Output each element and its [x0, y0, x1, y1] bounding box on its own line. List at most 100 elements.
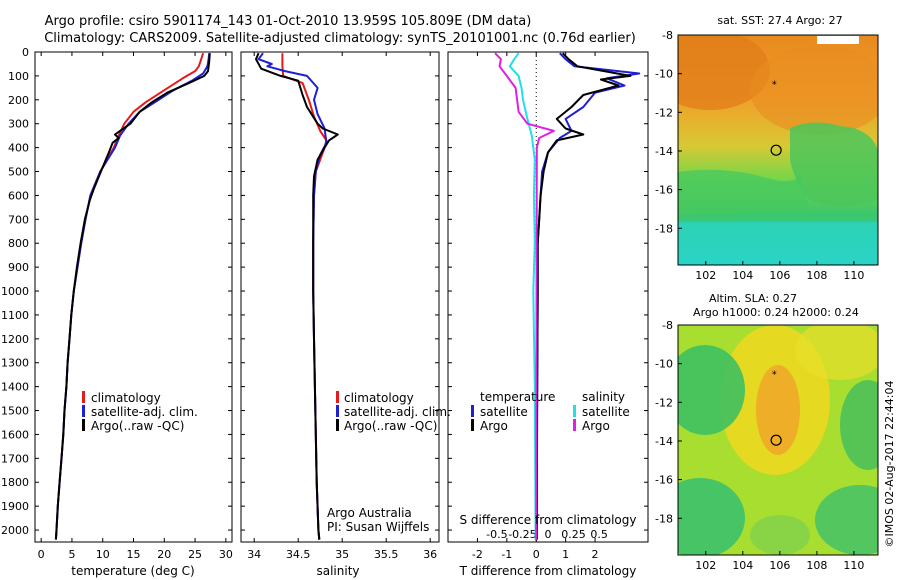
land-mask: [817, 36, 859, 44]
x-tick-label: 25: [188, 548, 202, 561]
salinity-legend: climatology satellite-adj. clim. Argo(..…: [336, 391, 451, 433]
depth-tick-label: 1500: [1, 405, 29, 418]
salinity-panel: 34 34.5 35 35.5 36 climatology satellite-adj…: [240, 51, 451, 578]
difference-axis-ticks: -2 -1 0 1 2-0.5 -0.25 0 0.25 0.5: [472, 52, 608, 561]
salinity-axis-label: salinity: [316, 564, 359, 578]
legend-label-sal-satellite: satellite: [582, 405, 630, 419]
legend-label-climatology: climatology: [91, 391, 161, 405]
x-tick-label: 2: [592, 548, 599, 561]
difference-legend: temperature salinity satellite Argo sate…: [471, 390, 630, 433]
legend-swatch-sal-argo: [573, 419, 576, 431]
legend-label-sal-argo: Argo: [582, 419, 610, 433]
legend-swatch-satellite: [82, 405, 85, 417]
lon-tick-label: 108: [806, 559, 827, 572]
s-tick-label: 0.5: [590, 528, 608, 541]
s-tick-label: 0: [545, 528, 552, 541]
x-tick-label: 0: [38, 548, 45, 561]
series-line-satellite: [535, 52, 641, 540]
depth-tick-label: 1700: [1, 452, 29, 465]
depth-tick-label: 500: [8, 166, 29, 179]
depth-axis-ticks: 0 100 200 300 400 500 600 700 800 900 1000 1100 1200…: [1, 46, 232, 537]
legend-swatch-argo: [336, 419, 339, 431]
sst-map-title: sat. SST: 27.4 Argo: 27: [717, 14, 842, 27]
x-tick-label: 0: [533, 548, 540, 561]
x-tick-label: 20: [157, 548, 171, 561]
legend-label-climatology: climatology: [344, 391, 414, 405]
depth-tick-label: 600: [8, 189, 29, 202]
lat-tick-label: -18: [655, 222, 673, 235]
argo-float-location-marker: [770, 144, 782, 156]
lat-tick-label: -12: [655, 106, 673, 119]
s-tick-label: -0.25: [508, 528, 536, 541]
lat-tick-label: -18: [655, 512, 673, 525]
series-line-argo: [255, 52, 339, 540]
temperature-legend: climatology satellite-adj. clim. Argo(..…: [82, 391, 198, 433]
difference-profile-lines: [494, 52, 641, 540]
series-line-salinity_sat: [508, 52, 537, 540]
s-tick-label: 0.25: [561, 528, 586, 541]
lon-tick-label: 106: [769, 269, 790, 282]
island-marker: *: [772, 79, 777, 90]
legend-label-argo: Argo(..raw -QC): [91, 419, 184, 433]
legend-label-satellite: satellite-adj. clim.: [344, 405, 451, 419]
temperature-plot-frame: [34, 51, 233, 543]
legend-swatch-satellite: [336, 405, 339, 417]
temperature-profile-lines: [54, 52, 211, 540]
legend-swatch-argo: [82, 419, 85, 431]
sla-map-subtitle: Argo h1000: 0.24 h2000: 0.24: [693, 306, 859, 319]
depth-tick-label: 800: [8, 237, 29, 250]
x-tick-label: 5: [68, 548, 75, 561]
lat-tick-label: -12: [655, 396, 673, 409]
temperature-axis-ticks: 0 5 10 15 20 25 30: [38, 52, 233, 561]
lat-tick-label: -8: [662, 319, 673, 332]
x-tick-label: -2: [472, 548, 483, 561]
x-tick-label: 15: [127, 548, 141, 561]
temperature-panel: 0100200300400500600700800900100011001200…: [1, 46, 233, 578]
lat-tick-label: -14: [655, 435, 673, 448]
x-tick-label: 35.5: [374, 548, 399, 561]
depth-tick-label: 1800: [1, 476, 29, 489]
legend-label-satellite: satellite-adj. clim.: [91, 405, 198, 419]
lon-tick-label: 104: [732, 559, 753, 572]
legend-swatch-temp-satellite: [471, 405, 474, 417]
sla-map-frame: [677, 324, 879, 556]
figure-title-line-2: Climatology: CARS2009. Satellite-adjuste…: [44, 31, 636, 46]
depth-tick-label: 1900: [1, 500, 29, 513]
legend-swatch-climatology: [336, 391, 339, 403]
depth-tick-label: 1600: [1, 428, 29, 441]
legend-swatch-climatology: [82, 391, 85, 403]
temperature-difference-axis-label: T difference from climatology: [459, 564, 637, 578]
depth-tick-label: 200: [8, 94, 29, 107]
depth-tick-label: 100: [8, 70, 29, 83]
sst-heatmap: [678, 35, 878, 265]
depth-tick-label: 900: [8, 261, 29, 274]
depth-tick-label: 1400: [1, 381, 29, 394]
lat-tick-label: -14: [655, 145, 673, 158]
series-line-satellite: [54, 53, 211, 540]
sla-heatmap: [678, 325, 878, 555]
salinity-annotation-line-1: Argo Australia: [327, 506, 412, 520]
sst-map-ticks: 102 104 106 108 110 -8 -10 -12 -14 -16 -18: [655, 29, 864, 282]
difference-depth-ticks: [448, 51, 648, 531]
salinity-depth-ticks: [241, 51, 439, 531]
figure-title-line-1: Argo profile: csiro 5901174_143 01-Oct-2…: [45, 14, 532, 29]
lon-tick-label: 102: [695, 269, 716, 282]
difference-panel: -2 -1 0 1 2-0.5 -0.25 0 0.25 0.5 temperature sal…: [447, 51, 649, 578]
lat-tick-label: -10: [655, 358, 673, 371]
imos-credit: ©IMOS 02-Aug-2017 22:44:04: [883, 381, 896, 548]
lat-tick-label: -8: [662, 29, 673, 42]
legend-title-salinity: salinity: [582, 390, 625, 404]
legend-label-temp-satellite: satellite: [480, 405, 528, 419]
salinity-plot-frame: [240, 51, 440, 543]
sst-map-panel: sat. SST: 27.4 Argo: 27 102 104 106 108 110 -…: [655, 14, 879, 282]
sla-map-panel: Altim. SLA: 0.27 Argo h1000: 0.24 h2000:…: [655, 292, 879, 572]
series-line-argo: [54, 53, 211, 540]
x-tick-label: 36: [423, 548, 437, 561]
salinity-annotation-line-2: PI: Susan Wijffels: [327, 520, 429, 534]
argo-float-location-marker: [770, 434, 782, 446]
sla-map-title: Altim. SLA: 0.27: [709, 292, 797, 305]
lon-tick-label: 106: [769, 559, 790, 572]
depth-tick-label: 1000: [1, 285, 29, 298]
x-tick-label: -1: [501, 548, 512, 561]
